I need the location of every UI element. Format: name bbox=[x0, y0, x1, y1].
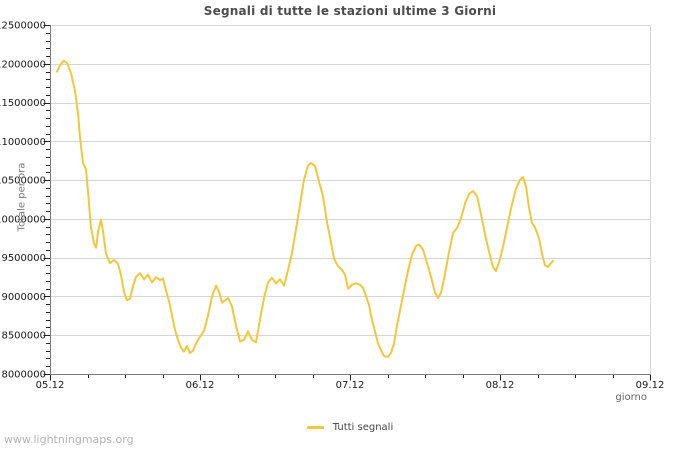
x-tick-label: 06.12 bbox=[186, 380, 215, 391]
y-tick-label: 12000000 bbox=[0, 59, 46, 70]
y-tick-label: 12500000 bbox=[0, 21, 46, 32]
y-tick-label: 10500000 bbox=[0, 176, 46, 187]
legend-line-swatch bbox=[306, 426, 324, 429]
y-tick-label: 8500000 bbox=[1, 331, 46, 342]
x-axis-title: giorno bbox=[615, 392, 647, 403]
signal-line-series bbox=[56, 59, 554, 358]
x-tick-label: 05.12 bbox=[36, 380, 65, 391]
y-tick-label: 11000000 bbox=[0, 137, 46, 148]
y-tick-label: 10000000 bbox=[0, 214, 46, 225]
y-tick-label: 8000000 bbox=[1, 370, 46, 381]
x-tick-label: 09.12 bbox=[636, 380, 665, 391]
y-tick-label: 9500000 bbox=[1, 253, 46, 264]
x-tick-label: 08.12 bbox=[486, 380, 515, 391]
chart-title: Segnali di tutte le stazioni ultime 3 Gi… bbox=[203, 4, 497, 18]
y-tick-label: 11500000 bbox=[0, 98, 46, 109]
y-axis-title: Totale per ora bbox=[16, 162, 28, 232]
x-tick-label: 07.12 bbox=[336, 380, 365, 391]
legend-label: Tutti segnali bbox=[332, 422, 394, 433]
watermark-text: www.lightningmaps.org bbox=[4, 433, 134, 446]
legend: Tutti segnali bbox=[0, 420, 700, 435]
y-tick-label: 9000000 bbox=[1, 292, 46, 303]
